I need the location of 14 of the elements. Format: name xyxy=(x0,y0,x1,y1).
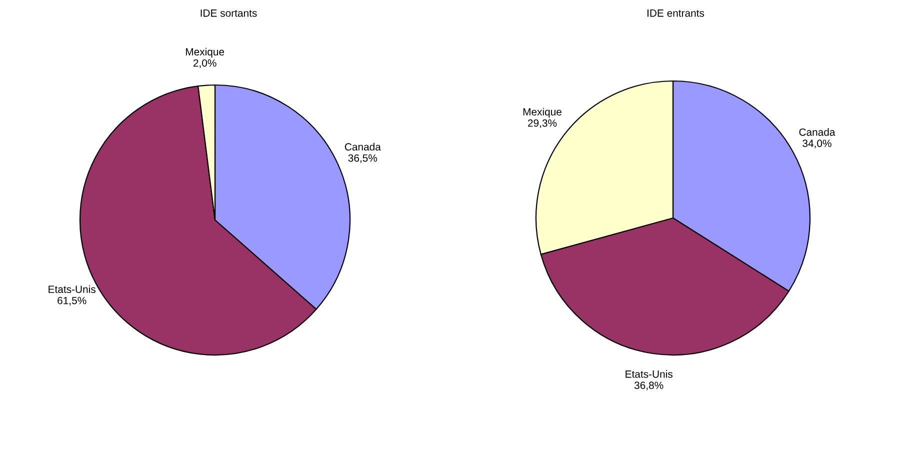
slice-label: Mexique xyxy=(186,48,224,58)
slice-label: Canada xyxy=(799,128,836,136)
data-label: 61,5% xyxy=(58,296,86,306)
data-label: 34,0% xyxy=(802,140,832,148)
chart-title: IDE sortants xyxy=(200,10,257,17)
slice-label: Canada xyxy=(344,142,381,151)
data-label: 29,3% xyxy=(528,119,557,128)
slice-label: Etats-Unis xyxy=(48,285,96,293)
data-label: 36,5% xyxy=(348,154,378,163)
data-label: 2,0% xyxy=(193,59,216,68)
slice-label: Etats-Unis xyxy=(626,370,672,378)
chart-title: IDE entrants xyxy=(648,10,704,17)
slice-label: Mexique xyxy=(523,108,562,118)
data-label: 36,8% xyxy=(634,382,664,390)
